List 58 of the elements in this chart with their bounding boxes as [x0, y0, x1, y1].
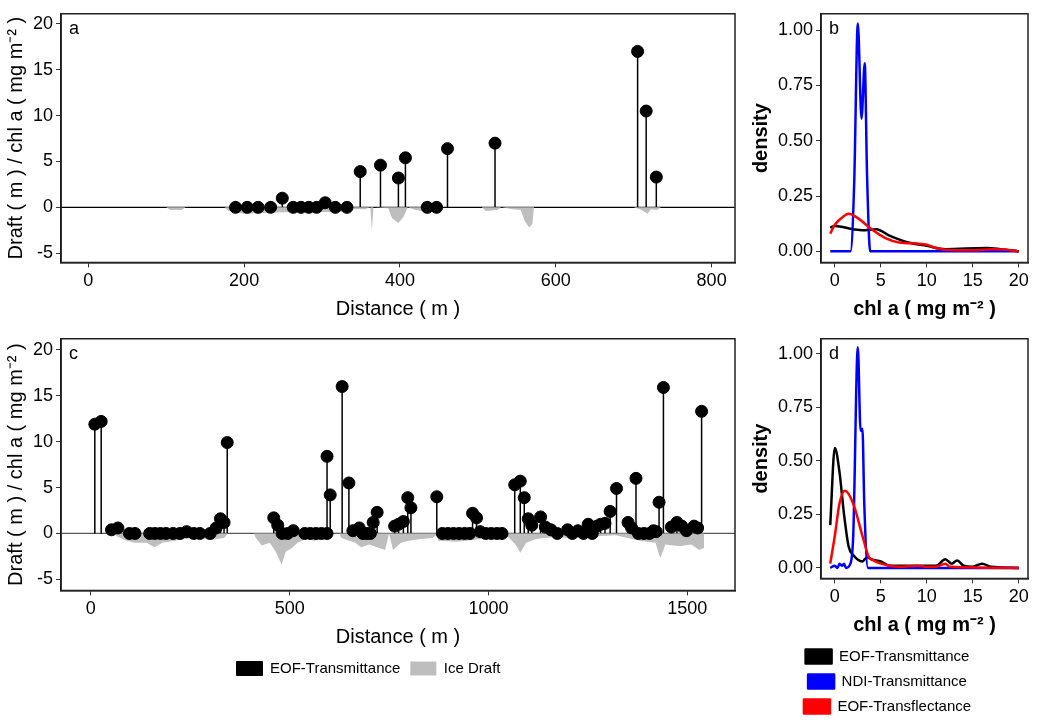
y-tick-label: 0.50 — [777, 129, 814, 150]
y-tick-label: -5 — [37, 242, 54, 263]
y-tick-label: 0 — [43, 522, 54, 543]
y-tick-label: 20 — [32, 338, 54, 359]
y-axis-title: Draft ( m ) / chl a ( mg m⁻² ) — [3, 343, 26, 586]
y-axis-title: density — [748, 422, 771, 494]
y-tick-label: 15 — [32, 384, 54, 405]
x-tick-label: 800 — [696, 270, 727, 291]
annotation: c — [69, 342, 79, 363]
y-tick-label: 5 — [43, 476, 54, 497]
x-tick-label: 10 — [916, 270, 937, 291]
y-tick-label: 20 — [32, 12, 54, 33]
x-tick-label: 500 — [274, 598, 305, 619]
y-tick-label: 0.00 — [777, 556, 814, 577]
y-tick-label: 0.00 — [777, 240, 814, 261]
x-tick-label: 600 — [540, 270, 571, 291]
x-tick-label: 200 — [229, 270, 260, 291]
y-tick-label: 1.00 — [777, 19, 814, 40]
annotation: b — [829, 17, 840, 38]
x-tick-label: 15 — [962, 270, 983, 291]
x-tick-label: 15 — [962, 586, 983, 607]
legend-label: NDI-Transmittance — [841, 671, 967, 689]
x-tick-label: 5 — [875, 586, 886, 607]
y-axis-title: Draft ( m ) / chl a ( mg m⁻² ) — [3, 16, 26, 260]
y-tick-label: 10 — [32, 430, 54, 451]
x-tick-label: 400 — [384, 270, 415, 291]
x-tick-label: 1500 — [667, 598, 708, 619]
y-tick-label: -5 — [37, 568, 54, 589]
y-tick-label: 15 — [32, 58, 54, 79]
x-tick-label: 1000 — [468, 598, 509, 619]
x-tick-label: 0 — [829, 270, 840, 291]
annotation: a — [69, 17, 81, 38]
y-tick-label: 10 — [32, 104, 54, 125]
y-tick-label: 5 — [43, 150, 54, 171]
x-tick-label: 0 — [83, 270, 94, 291]
x-tick-label: 10 — [916, 586, 937, 607]
y-tick-label: 0 — [43, 196, 54, 217]
x-tick-label: 20 — [1008, 270, 1029, 291]
y-tick-label: 0.75 — [777, 396, 814, 417]
annotation: d — [829, 342, 840, 363]
legend-label: Ice Draft — [443, 658, 502, 676]
legend-label: EOF-Transmittance — [839, 646, 970, 664]
y-tick-label: 0.25 — [777, 185, 814, 206]
y-tick-label: 0.25 — [777, 503, 814, 524]
x-tick-label: 0 — [85, 598, 96, 619]
y-tick-label: 0.50 — [777, 449, 814, 470]
x-tick-label: 20 — [1008, 586, 1029, 607]
x-axis-title: chl a ( mg m⁻² ) — [853, 296, 996, 319]
legend-label: EOF-Transmittance — [270, 658, 401, 676]
y-tick-label: 1.00 — [777, 342, 814, 363]
x-axis-title: chl a ( mg m⁻² ) — [853, 612, 996, 635]
legend-label: EOF-Transflectance — [837, 696, 972, 714]
y-axis-title: density — [748, 102, 771, 174]
x-tick-label: 0 — [829, 586, 840, 607]
x-axis-title: Distance ( m ) — [335, 296, 461, 319]
x-tick-label: 5 — [875, 270, 886, 291]
y-tick-label: 0.75 — [777, 74, 814, 95]
x-axis-title: Distance ( m ) — [335, 624, 461, 647]
